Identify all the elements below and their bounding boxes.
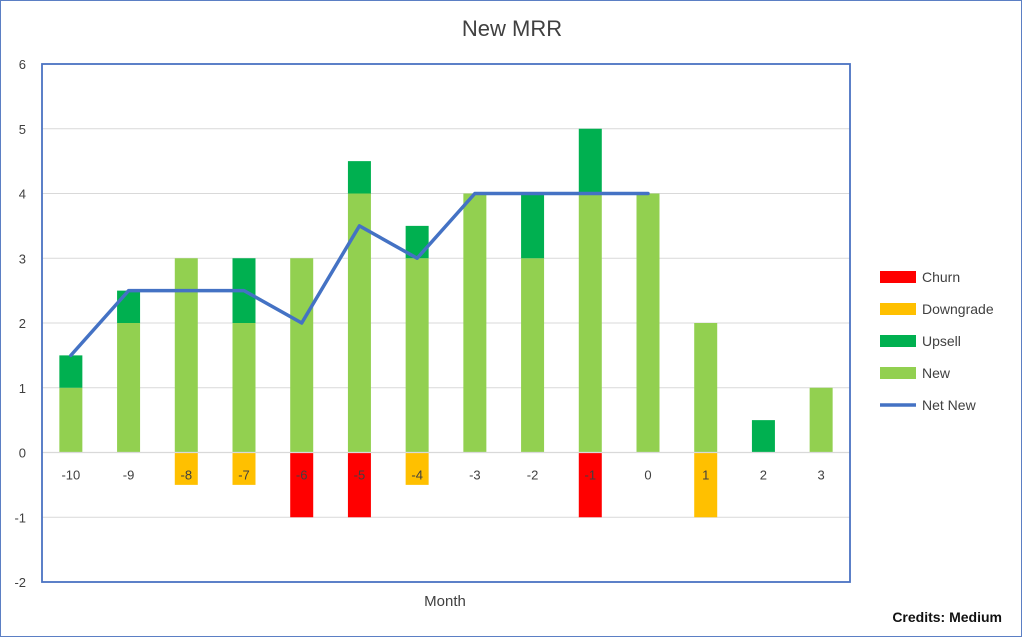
bar-new <box>521 258 545 453</box>
plot-border <box>41 63 851 583</box>
bar-downgrade <box>694 452 718 518</box>
x-tick-label: -10 <box>61 468 80 483</box>
x-axis-title: Month <box>424 593 466 610</box>
legend-swatch-downgrade <box>880 303 916 315</box>
bar-upsell <box>117 290 141 323</box>
x-tick-label: -1 <box>585 468 597 483</box>
x-tick-label: -3 <box>469 468 481 483</box>
y-tick-label: 5 <box>19 122 26 137</box>
bar-downgrade <box>232 452 256 485</box>
x-tick-label: -8 <box>181 468 193 483</box>
x-tick-label: -9 <box>123 468 135 483</box>
bar-new <box>174 258 198 453</box>
bar-new <box>463 193 487 453</box>
bar-downgrade <box>405 452 429 485</box>
legend-label-churn: Churn <box>922 269 960 285</box>
bar-downgrade <box>174 452 198 485</box>
y-tick-label: -1 <box>14 510 26 525</box>
y-tick-label: -2 <box>14 575 26 590</box>
bar-new <box>405 258 429 453</box>
bar-new <box>59 387 83 453</box>
bar-new <box>694 323 718 453</box>
bar-new <box>809 387 833 453</box>
bar-new <box>232 323 256 453</box>
bar-churn <box>347 452 371 518</box>
x-tick-label: 3 <box>818 468 825 483</box>
y-tick-label: 2 <box>19 316 26 331</box>
bar-churn <box>290 452 314 518</box>
x-tick-label: -2 <box>527 468 539 483</box>
credits-label: Credits: Medium <box>892 609 1002 625</box>
y-tick-label: 3 <box>19 251 26 266</box>
y-tick-label: 1 <box>19 381 26 396</box>
y-tick-label: 6 <box>19 57 26 72</box>
legend-label-upsell: Upsell <box>922 333 961 349</box>
series-line-net-new <box>69 191 650 358</box>
bar-churn <box>578 452 602 518</box>
x-tick-label: -6 <box>296 468 308 483</box>
legend-label-new: New <box>922 365 951 381</box>
bar-upsell <box>521 193 545 259</box>
x-tick-label: 0 <box>644 468 651 483</box>
bar-upsell <box>347 161 371 194</box>
bar-new <box>117 323 141 453</box>
y-tick-label: 0 <box>19 446 26 461</box>
bar-new <box>347 193 371 453</box>
bar-upsell <box>59 355 83 388</box>
bar-new <box>578 193 602 453</box>
bar-new <box>636 193 660 453</box>
bar-upsell <box>578 128 602 194</box>
legend-swatch-new <box>880 367 916 379</box>
legend-swatch-upsell <box>880 335 916 347</box>
legend-swatch-churn <box>880 271 916 283</box>
bar-upsell <box>751 420 775 453</box>
x-tick-label: -4 <box>411 468 423 483</box>
x-tick-label: -7 <box>238 468 250 483</box>
legend-label-downgrade: Downgrade <box>922 301 994 317</box>
x-tick-label: 2 <box>760 468 767 483</box>
bar-new <box>290 258 314 453</box>
chart-title: New MRR <box>462 16 562 41</box>
y-tick-label: 4 <box>19 187 26 202</box>
legend-label-net-new: Net New <box>922 397 977 413</box>
x-tick-label: -5 <box>354 468 366 483</box>
x-tick-label: 1 <box>702 468 709 483</box>
